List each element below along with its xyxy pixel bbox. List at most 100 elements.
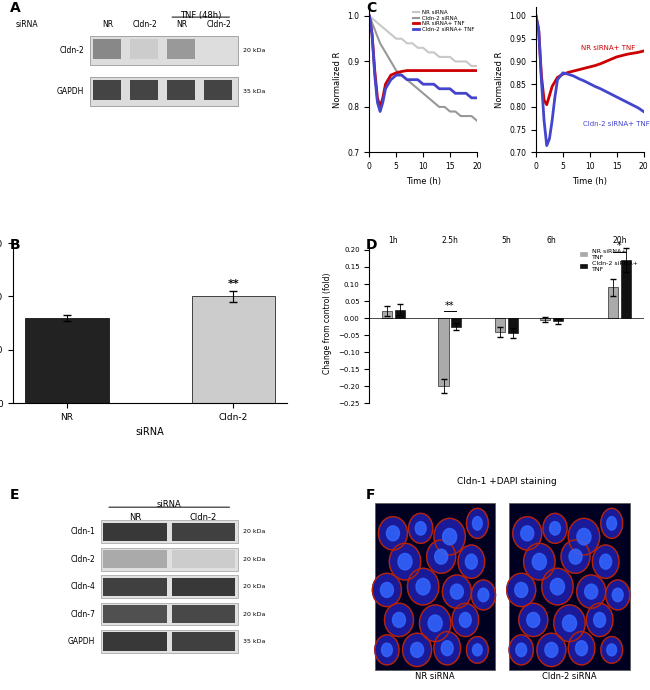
Y-axis label: Normalized R: Normalized R (495, 52, 504, 108)
Ellipse shape (513, 517, 541, 550)
Text: 20h: 20h (612, 236, 627, 245)
Bar (103, 605, 166, 623)
Ellipse shape (434, 518, 465, 555)
Bar (205, 39, 232, 59)
Bar (25, 318, 109, 403)
Text: Cldn-2: Cldn-2 (190, 513, 217, 522)
Ellipse shape (562, 615, 577, 631)
Bar (509, 504, 630, 670)
Bar (172, 550, 235, 569)
Text: 1h: 1h (389, 236, 398, 245)
Text: GAPDH: GAPDH (68, 637, 96, 646)
Text: GAPDH: GAPDH (57, 87, 84, 96)
Bar (375, 504, 495, 670)
Ellipse shape (378, 517, 408, 550)
Ellipse shape (545, 642, 558, 658)
Ellipse shape (434, 631, 460, 665)
Text: 35 kDa: 35 kDa (243, 89, 266, 94)
Ellipse shape (387, 526, 400, 541)
Ellipse shape (551, 578, 564, 595)
Bar (131, 39, 158, 59)
Text: 20 kDa: 20 kDa (243, 611, 266, 617)
Text: 20 kDa: 20 kDa (243, 584, 266, 589)
Y-axis label: Change from control (fold): Change from control (fold) (324, 273, 332, 374)
Ellipse shape (554, 605, 585, 642)
Ellipse shape (411, 642, 424, 658)
Ellipse shape (443, 575, 471, 609)
Ellipse shape (550, 522, 560, 535)
Ellipse shape (569, 549, 582, 564)
Bar (103, 578, 166, 595)
Text: NR: NR (103, 20, 114, 29)
Bar (131, 79, 158, 100)
Ellipse shape (507, 573, 536, 607)
Text: Cldn-1: Cldn-1 (70, 527, 96, 536)
Text: NR siRNA: NR siRNA (415, 672, 455, 681)
Ellipse shape (543, 513, 567, 543)
Bar (172, 633, 235, 651)
Bar (395, 310, 405, 318)
Ellipse shape (460, 613, 471, 627)
Text: TNF (48h): TNF (48h) (180, 11, 222, 20)
Ellipse shape (519, 603, 548, 637)
Bar (621, 260, 631, 318)
Ellipse shape (419, 605, 451, 642)
Bar (101, 602, 238, 625)
Bar (495, 318, 505, 332)
Ellipse shape (409, 513, 433, 543)
Ellipse shape (577, 529, 591, 545)
Ellipse shape (408, 569, 439, 605)
Bar (438, 318, 448, 386)
Ellipse shape (601, 509, 623, 538)
Ellipse shape (526, 613, 539, 627)
Text: Cldn-2 siRNA: Cldn-2 siRNA (542, 672, 597, 681)
Text: 20 kDa: 20 kDa (243, 529, 266, 534)
Ellipse shape (465, 554, 477, 569)
Ellipse shape (372, 573, 402, 607)
Bar (94, 39, 121, 59)
Ellipse shape (428, 615, 442, 631)
Ellipse shape (601, 637, 623, 663)
Ellipse shape (380, 582, 393, 598)
Bar (101, 630, 238, 653)
Ellipse shape (568, 518, 600, 555)
Bar (382, 311, 392, 318)
Text: 20 kDa: 20 kDa (243, 557, 266, 562)
Text: Cldn-7: Cldn-7 (70, 609, 96, 618)
Bar (103, 633, 166, 651)
Ellipse shape (532, 553, 547, 570)
Legend: NR siRNA, Cldn-2 siRNA, NR siRNA+ TNF, Cldn-2 siRNA+ TNF: NR siRNA, Cldn-2 siRNA, NR siRNA+ TNF, C… (413, 10, 474, 32)
X-axis label: siRNA: siRNA (136, 428, 164, 437)
Text: **: ** (227, 279, 239, 289)
X-axis label: Time (h): Time (h) (406, 177, 441, 186)
Bar (172, 522, 235, 541)
Bar (540, 318, 551, 319)
Ellipse shape (585, 584, 598, 599)
Ellipse shape (537, 633, 566, 667)
Bar (608, 288, 618, 318)
Bar (101, 520, 238, 543)
Ellipse shape (515, 582, 528, 598)
Ellipse shape (592, 545, 619, 578)
Ellipse shape (385, 603, 413, 637)
Text: 2.5h: 2.5h (441, 236, 458, 245)
Text: 20 kDa: 20 kDa (243, 48, 266, 53)
Ellipse shape (389, 543, 421, 580)
Text: Cldn-1 +DAPI staining: Cldn-1 +DAPI staining (456, 477, 556, 486)
Ellipse shape (473, 644, 482, 656)
Text: NR: NR (129, 513, 141, 522)
Ellipse shape (600, 554, 612, 569)
Text: Cldn-2: Cldn-2 (133, 20, 158, 29)
Ellipse shape (473, 517, 482, 530)
Ellipse shape (435, 549, 448, 564)
Ellipse shape (452, 603, 478, 637)
Ellipse shape (561, 540, 590, 573)
Ellipse shape (576, 641, 588, 655)
Ellipse shape (577, 575, 606, 609)
Ellipse shape (467, 509, 488, 538)
Bar (172, 605, 235, 623)
Ellipse shape (521, 526, 534, 541)
Text: D: D (366, 237, 378, 252)
Ellipse shape (467, 637, 488, 663)
Bar (168, 79, 195, 100)
